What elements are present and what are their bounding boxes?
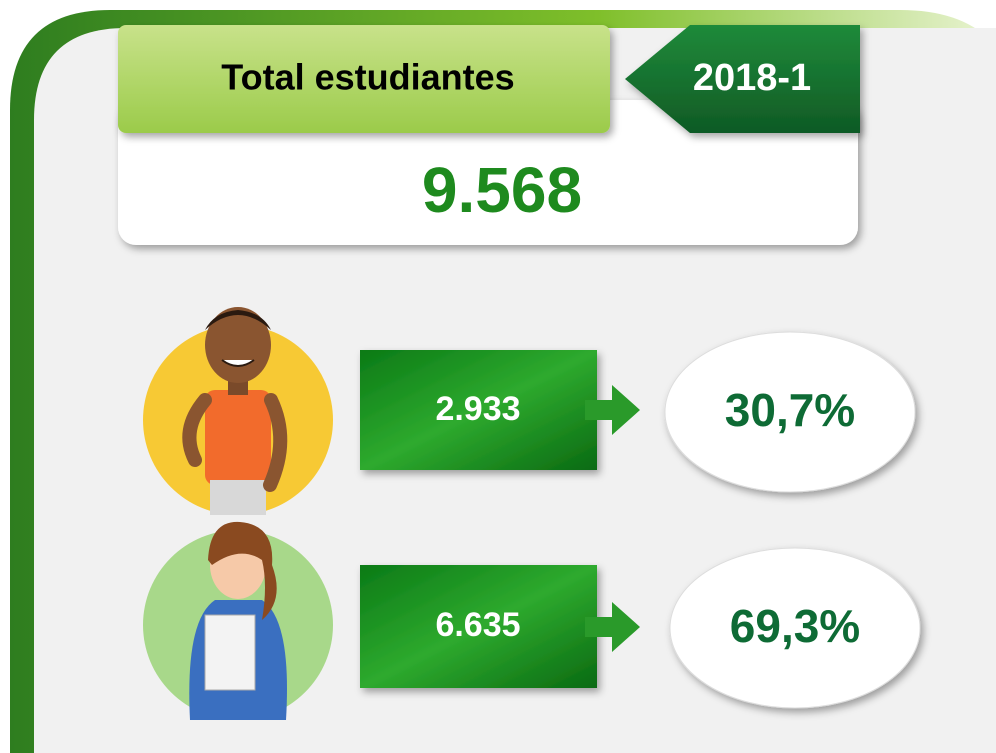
total: 9.568 [422, 154, 582, 226]
percent: 69,3% [730, 600, 860, 652]
arrow [585, 385, 640, 435]
period-arrow [625, 25, 860, 133]
count: 6.635 [435, 606, 520, 644]
percent: 30,7% [725, 384, 855, 436]
title-box [118, 25, 610, 133]
count: 2.933 [435, 390, 520, 428]
percent-bubble [664, 331, 916, 493]
count-box [360, 350, 597, 470]
count-box [360, 565, 597, 688]
percent-bubble [669, 547, 921, 709]
student-avatar-female [143, 521, 333, 720]
total-box [118, 100, 858, 245]
period: 2018-1 [693, 57, 811, 99]
title: Total estudiantes [221, 57, 514, 98]
student-avatar-male [143, 307, 333, 515]
arrow [585, 602, 640, 652]
